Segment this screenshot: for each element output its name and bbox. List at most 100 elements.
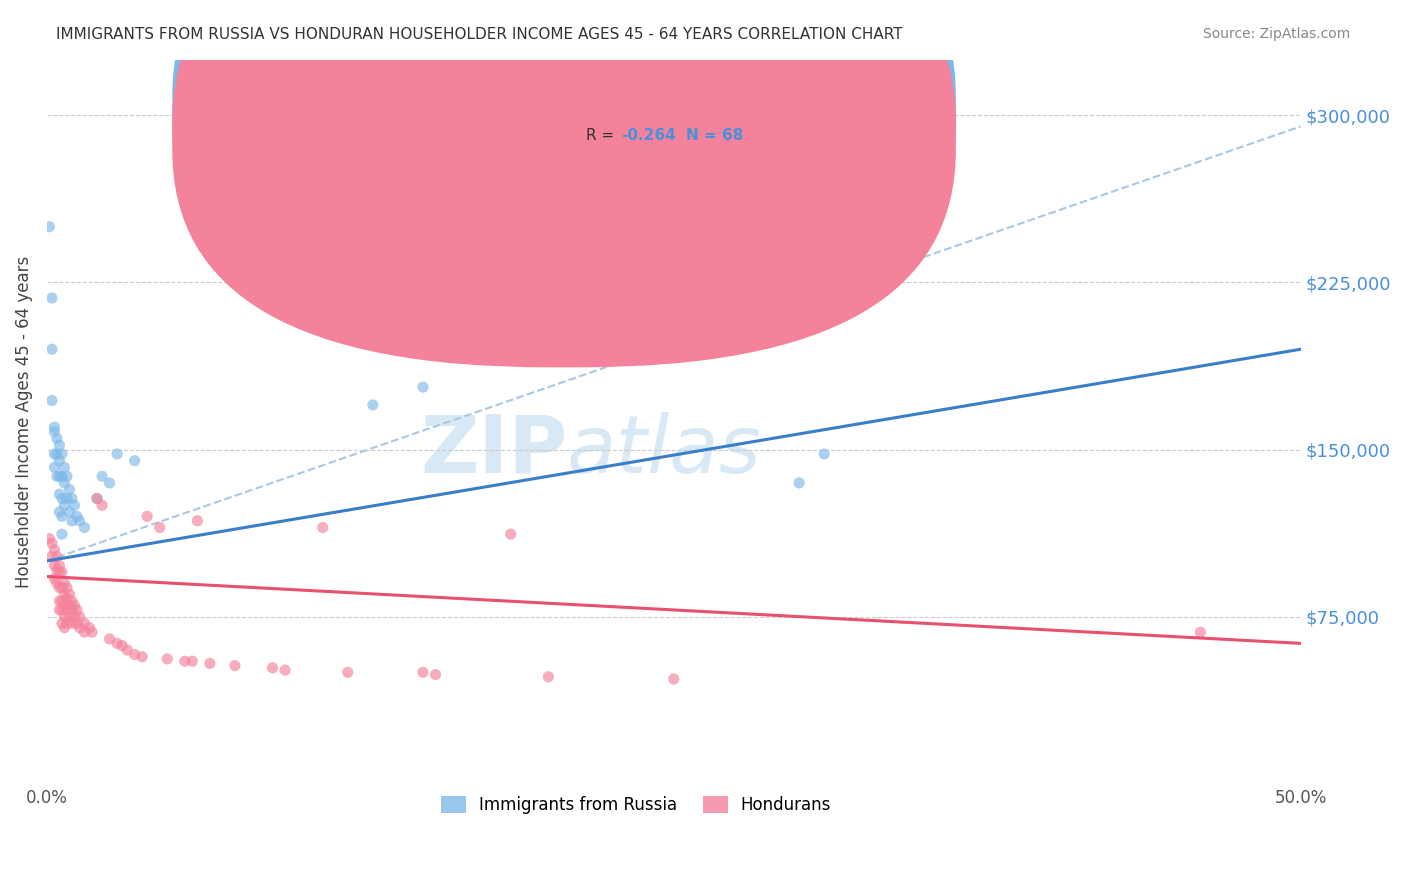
- Point: [91, 498, 114, 512]
- Point: [198, 657, 221, 671]
- Legend: Immigrants from Russia, Hondurans: Immigrants from Russia, Hondurans: [429, 785, 844, 826]
- Point: [173, 654, 195, 668]
- Text: Source: ZipAtlas.com: Source: ZipAtlas.com: [1202, 27, 1350, 41]
- Point: [45, 447, 67, 461]
- FancyBboxPatch shape: [530, 70, 893, 157]
- Point: [41, 291, 63, 305]
- Point: [60, 616, 83, 631]
- Point: [412, 380, 434, 394]
- Text: R =: R =: [586, 128, 619, 143]
- Point: [58, 609, 80, 624]
- Point: [69, 609, 91, 624]
- Point: [53, 475, 76, 490]
- Point: [48, 558, 70, 573]
- Point: [48, 565, 70, 579]
- Point: [156, 652, 179, 666]
- Point: [69, 621, 91, 635]
- Point: [41, 343, 63, 357]
- FancyBboxPatch shape: [173, 0, 956, 342]
- Point: [44, 558, 66, 573]
- Point: [51, 565, 73, 579]
- Point: [191, 175, 214, 189]
- Point: [66, 509, 89, 524]
- Point: [98, 632, 121, 646]
- Point: [537, 670, 560, 684]
- Point: [312, 520, 335, 534]
- Point: [44, 572, 66, 586]
- Point: [45, 549, 67, 564]
- Point: [48, 487, 70, 501]
- Point: [336, 665, 359, 680]
- Point: [73, 616, 96, 631]
- Text: N = 46: N = 46: [686, 103, 744, 118]
- Point: [48, 438, 70, 452]
- Point: [56, 616, 79, 631]
- Point: [45, 469, 67, 483]
- Point: [66, 616, 89, 631]
- Point: [63, 599, 86, 613]
- Text: IMMIGRANTS FROM RUSSIA VS HONDURAN HOUSEHOLDER INCOME AGES 45 - 64 YEARS CORRELA: IMMIGRANTS FROM RUSSIA VS HONDURAN HOUSE…: [56, 27, 903, 42]
- Point: [58, 483, 80, 497]
- Point: [195, 170, 218, 185]
- Text: N = 68: N = 68: [686, 128, 744, 143]
- Point: [86, 491, 108, 506]
- Point: [105, 636, 128, 650]
- Point: [44, 542, 66, 557]
- Point: [124, 648, 146, 662]
- Point: [53, 599, 76, 613]
- Point: [425, 667, 447, 681]
- Point: [181, 654, 204, 668]
- Point: [274, 663, 297, 677]
- Point: [53, 621, 76, 635]
- Point: [73, 625, 96, 640]
- Point: [48, 453, 70, 467]
- Point: [662, 672, 685, 686]
- Point: [60, 514, 83, 528]
- Point: [73, 520, 96, 534]
- Point: [79, 621, 101, 635]
- Point: [41, 393, 63, 408]
- Point: [51, 509, 73, 524]
- Point: [53, 587, 76, 601]
- Text: 0.285: 0.285: [621, 103, 669, 118]
- Point: [66, 603, 89, 617]
- Point: [44, 460, 66, 475]
- Point: [813, 447, 835, 461]
- Point: [48, 469, 70, 483]
- Point: [69, 514, 91, 528]
- Point: [86, 491, 108, 506]
- Point: [51, 594, 73, 608]
- Point: [131, 649, 153, 664]
- Point: [48, 581, 70, 595]
- Point: [48, 594, 70, 608]
- Point: [56, 581, 79, 595]
- Point: [56, 469, 79, 483]
- Point: [44, 420, 66, 434]
- Point: [51, 603, 73, 617]
- Point: [91, 469, 114, 483]
- Point: [412, 665, 434, 680]
- Text: ZIP: ZIP: [420, 411, 567, 490]
- Point: [51, 469, 73, 483]
- Point: [63, 498, 86, 512]
- Point: [149, 520, 172, 534]
- Point: [56, 591, 79, 606]
- Point: [60, 594, 83, 608]
- Point: [45, 576, 67, 591]
- Point: [44, 447, 66, 461]
- Point: [51, 527, 73, 541]
- Point: [1189, 625, 1212, 640]
- Point: [53, 609, 76, 624]
- Point: [224, 658, 246, 673]
- Point: [186, 514, 208, 528]
- Point: [51, 491, 73, 506]
- Point: [45, 431, 67, 445]
- Point: [51, 581, 73, 595]
- Point: [58, 505, 80, 519]
- Y-axis label: Householder Income Ages 45 - 64 years: Householder Income Ages 45 - 64 years: [15, 255, 32, 588]
- Point: [262, 661, 284, 675]
- Point: [58, 599, 80, 613]
- Point: [98, 475, 121, 490]
- Point: [44, 425, 66, 439]
- Point: [115, 643, 138, 657]
